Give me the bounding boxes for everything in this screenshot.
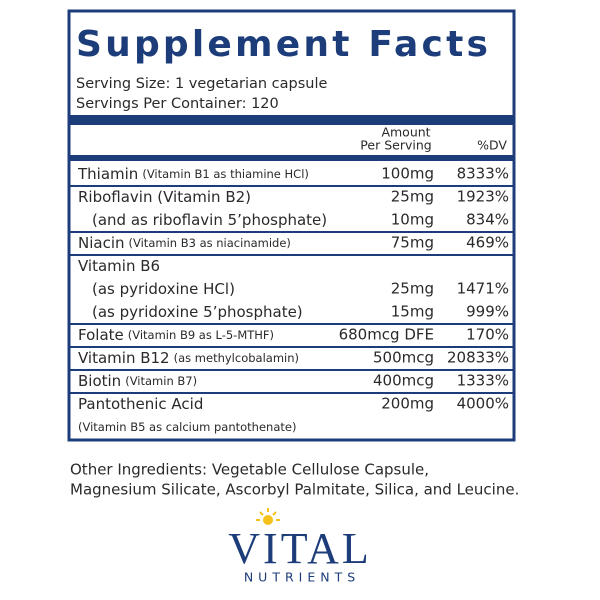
amount: 200mg — [381, 395, 434, 413]
brand-tagline: NUTRIENTS — [244, 570, 360, 585]
nutrient-note: (Vitamin B1 as thiamine HCl) — [142, 167, 309, 181]
nutrient-name: Thiamin — [77, 165, 138, 183]
amount: 75mg — [391, 234, 434, 252]
amount: 680mcg DFE — [339, 326, 434, 344]
nutrient-name: Folate — [78, 326, 124, 344]
nutrient-note: (Vitamin B5 as calcium pantothenate) — [78, 420, 296, 434]
serving-size: Serving Size: 1 vegetarian capsule — [76, 76, 327, 92]
nutrient-name: (as pyridoxine 5’phosphate) — [92, 303, 303, 321]
nutrient-note: (Vitamin B3 as niacinamide) — [129, 236, 291, 250]
nutrient-note: (Vitamin B7) — [125, 374, 197, 388]
row-separator — [69, 392, 514, 394]
servings-per-container: Servings Per Container: 120 — [76, 96, 279, 112]
nutrient-name: Riboflavin (Vitamin B2) — [78, 188, 251, 206]
brand-name: VITAL — [228, 524, 371, 573]
amount-header: Amount — [381, 125, 430, 140]
daily-value: 1923% — [457, 188, 509, 206]
title: Supplement Facts — [76, 24, 491, 65]
nutrient-line: (as pyridoxine HCl) — [92, 280, 235, 298]
row-separator — [69, 185, 514, 187]
nutrient-name: Vitamin B6 — [78, 257, 160, 275]
other-ingredients: Magnesium Silicate, Ascorbyl Palmitate, … — [70, 481, 519, 499]
amount: 500mcg — [373, 349, 434, 367]
other-ingredients: Other Ingredients: Vegetable Cellulose C… — [70, 461, 429, 479]
row-separator — [69, 323, 514, 325]
nutrient-line: Biotin (Vitamin B7) — [78, 372, 197, 390]
row-separator — [69, 369, 514, 371]
daily-value: 4000% — [457, 395, 509, 413]
nutrient-name: Niacin — [78, 234, 125, 252]
daily-value: 1471% — [457, 280, 509, 298]
nutrient-line: Vitamin B6 — [78, 257, 160, 275]
amount: 400mcg — [373, 372, 434, 390]
nutrient-line: Folate (Vitamin B9 as L-5-MTHF) — [78, 326, 274, 344]
amount: 25mg — [391, 188, 434, 206]
rule — [69, 155, 514, 161]
amount: 15mg — [391, 303, 434, 321]
amount: 100mg — [381, 165, 434, 183]
sun-icon — [256, 508, 280, 525]
dv-header: %DV — [477, 138, 507, 153]
nutrient-line: (as pyridoxine 5’phosphate) — [92, 303, 303, 321]
row-separator — [69, 231, 514, 233]
daily-value: 1333% — [457, 372, 509, 390]
nutrient-name: (as pyridoxine HCl) — [92, 280, 235, 298]
nutrient-name: Pantothenic Acid — [78, 395, 203, 413]
row-separator — [69, 254, 514, 256]
amount: 10mg — [391, 211, 434, 229]
nutrient-note: (as methylcobalamin) — [174, 351, 299, 365]
nutrient-line: Thiamin (Vitamin B1 as thiamine HCl) — [77, 165, 309, 183]
daily-value: 170% — [466, 326, 509, 344]
daily-value: 834% — [466, 211, 509, 229]
nutrient-name: (and as riboflavin 5’phosphate) — [92, 211, 327, 229]
thick-rule — [69, 115, 514, 125]
label-border — [67, 9, 516, 442]
nutrient-name: Vitamin B12 — [78, 349, 170, 367]
nutrient-line: Vitamin B12 (as methylcobalamin) — [78, 349, 299, 367]
nutrient-note: (Vitamin B9 as L-5-MTHF) — [128, 328, 274, 342]
nutrient-line: (Vitamin B5 as calcium pantothenate) — [78, 420, 296, 434]
nutrient-line: (and as riboflavin 5’phosphate) — [92, 211, 327, 229]
nutrient-name: Biotin — [78, 372, 121, 390]
amount-header: Per Serving — [360, 138, 431, 153]
nutrient-line: Niacin (Vitamin B3 as niacinamide) — [78, 234, 291, 252]
nutrient-line: Pantothenic Acid — [78, 395, 203, 413]
nutrient-line: Riboflavin (Vitamin B2) — [78, 188, 251, 206]
row-separator — [69, 346, 514, 348]
daily-value: 469% — [466, 234, 509, 252]
amount: 25mg — [391, 280, 434, 298]
daily-value: 20833% — [447, 349, 509, 367]
daily-value: 999% — [466, 303, 509, 321]
daily-value: 8333% — [457, 165, 509, 183]
